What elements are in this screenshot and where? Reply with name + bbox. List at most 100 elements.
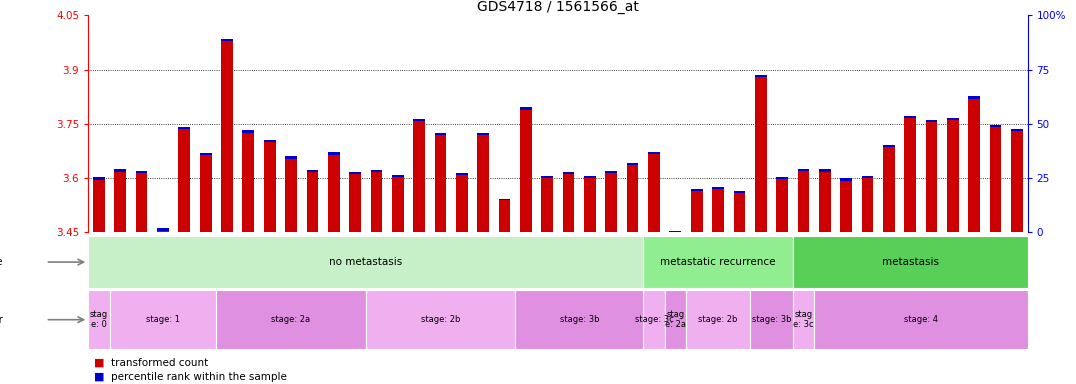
Bar (366, 290, 515, 349)
Bar (947, 118, 959, 120)
Bar (819, 169, 831, 172)
Text: ■: ■ (94, 372, 104, 382)
Text: stage: 3c: stage: 3c (635, 315, 674, 324)
Text: metastatic recurrence: metastatic recurrence (661, 257, 776, 267)
Bar (435, 133, 447, 135)
Bar (179, 127, 190, 129)
Bar (200, 153, 212, 155)
Bar (776, 177, 788, 179)
Bar (968, 99, 980, 232)
Bar (370, 170, 382, 172)
Bar (456, 175, 468, 232)
Bar (157, 230, 169, 232)
Bar (93, 180, 104, 232)
Bar (88, 236, 643, 288)
Bar (691, 192, 703, 232)
Bar (110, 290, 216, 349)
Bar (815, 290, 1028, 349)
Bar (242, 132, 254, 232)
Bar (413, 119, 425, 121)
Text: percentile rank within the sample: percentile rank within the sample (111, 372, 286, 382)
Bar (797, 169, 809, 171)
Bar (541, 178, 553, 232)
Bar (990, 125, 1002, 127)
Bar (498, 200, 510, 232)
Bar (179, 129, 190, 232)
Bar (1011, 129, 1023, 131)
Bar (285, 159, 297, 232)
Bar (626, 163, 638, 166)
Bar (793, 290, 815, 349)
Bar (350, 172, 360, 174)
Bar (606, 173, 618, 232)
Bar (114, 169, 126, 172)
Bar (392, 175, 404, 177)
Bar (541, 175, 553, 178)
Bar (776, 179, 788, 232)
Text: stage: 3b: stage: 3b (752, 315, 791, 324)
Bar (648, 152, 660, 154)
Bar (626, 166, 638, 232)
Bar (520, 107, 532, 110)
Bar (643, 290, 665, 349)
Bar (840, 179, 852, 180)
Bar (584, 175, 596, 178)
Bar (643, 236, 793, 288)
Text: metastasis: metastasis (881, 257, 938, 267)
Bar (216, 290, 366, 349)
Bar (883, 145, 894, 147)
Bar (478, 135, 490, 232)
Bar (88, 290, 110, 349)
Bar (968, 96, 980, 99)
Bar (435, 135, 447, 232)
Bar (665, 290, 686, 349)
Text: stage: 2a: stage: 2a (271, 315, 311, 324)
Bar (904, 116, 916, 118)
Bar (264, 142, 275, 232)
Bar (157, 228, 169, 230)
Bar (750, 290, 793, 349)
Text: stag
e: 2a: stag e: 2a (665, 310, 685, 329)
Bar (563, 174, 575, 232)
Bar (515, 290, 643, 349)
Bar (669, 231, 681, 232)
Bar (222, 41, 232, 232)
Bar (648, 154, 660, 232)
Text: other: other (0, 314, 3, 325)
Bar (136, 171, 147, 173)
Bar (200, 155, 212, 232)
Bar (712, 189, 724, 232)
Bar (93, 177, 104, 180)
Bar (862, 175, 874, 178)
Bar (498, 199, 510, 200)
Bar (285, 156, 297, 159)
Bar (1011, 131, 1023, 232)
Text: no metastasis: no metastasis (329, 257, 402, 267)
Bar (990, 127, 1002, 232)
Text: stage: 2b: stage: 2b (698, 315, 738, 324)
Bar (606, 171, 618, 173)
Text: stage: 2b: stage: 2b (421, 315, 461, 324)
Bar (755, 74, 766, 77)
Bar (734, 191, 746, 193)
Bar (413, 121, 425, 232)
Bar (734, 193, 746, 232)
Bar (242, 130, 254, 132)
Bar (947, 120, 959, 232)
Text: stage: 4: stage: 4 (904, 315, 938, 324)
Bar (925, 122, 937, 232)
Bar (222, 38, 232, 41)
Bar (136, 173, 147, 232)
Bar (370, 172, 382, 232)
Bar (328, 152, 340, 155)
Bar (755, 77, 766, 232)
Bar (925, 120, 937, 122)
Text: stag
e: 3c: stag e: 3c (793, 310, 813, 329)
Bar (520, 110, 532, 232)
Text: transformed count: transformed count (111, 358, 208, 368)
Text: ■: ■ (94, 358, 104, 368)
Bar (904, 118, 916, 232)
Bar (797, 171, 809, 232)
Bar (328, 155, 340, 232)
Bar (883, 147, 894, 232)
